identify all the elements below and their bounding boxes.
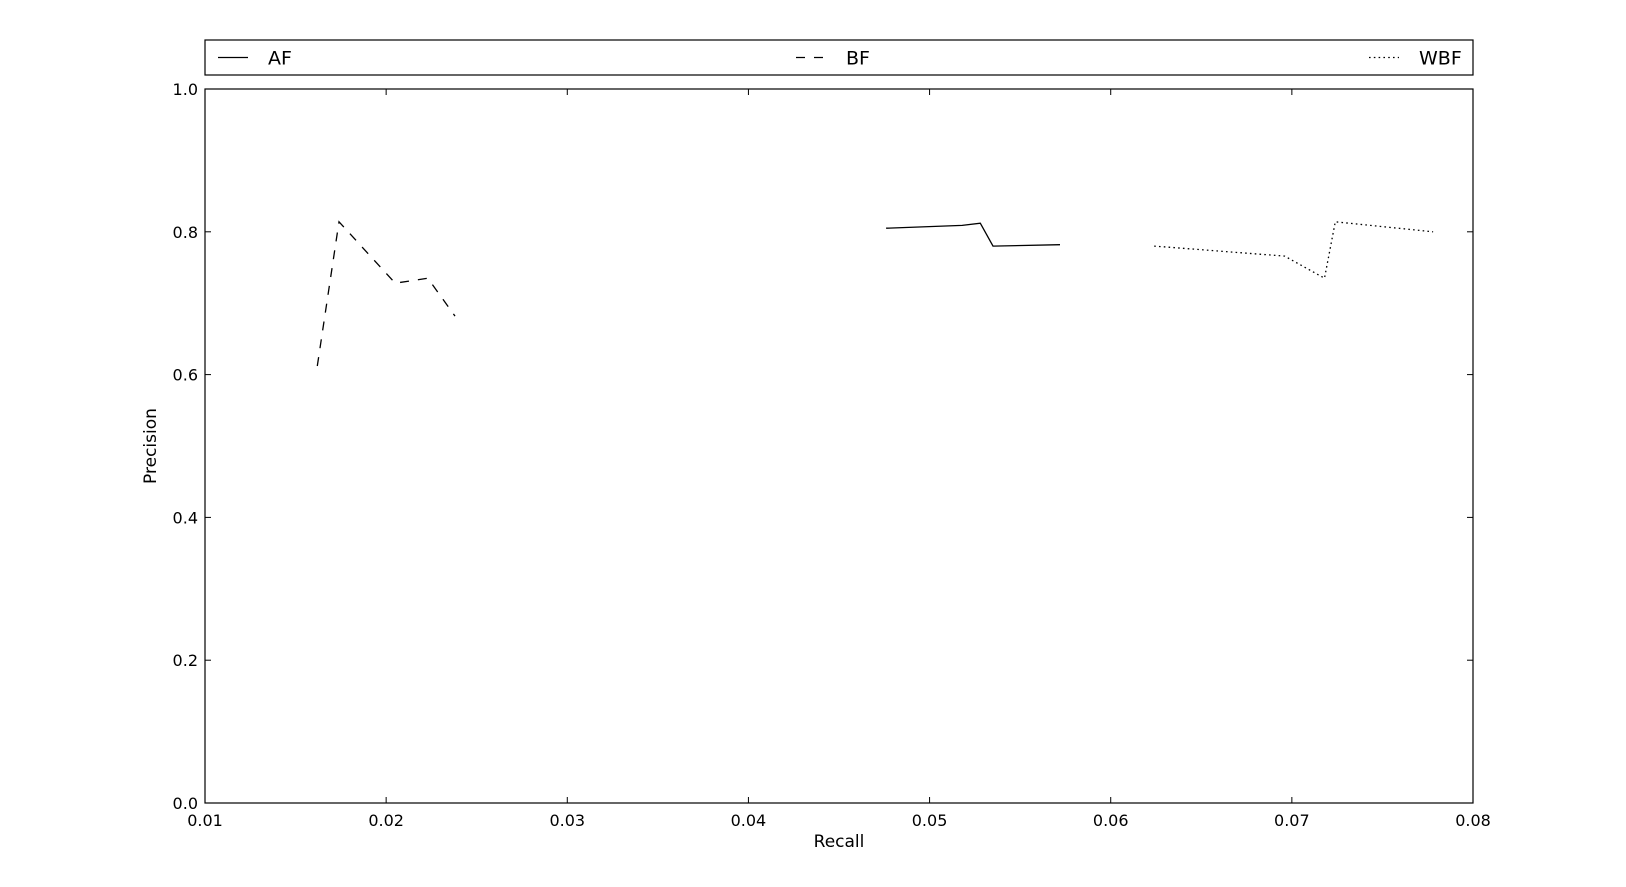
legend-label-af: AF bbox=[268, 48, 292, 70]
x-tick-label: 0.08 bbox=[1455, 811, 1491, 830]
series-lines bbox=[316, 220, 1434, 367]
y-axis-ticks: 0.0 0.2 0.4 0.6 0.8 1.0 bbox=[173, 80, 1473, 813]
x-axis-label: Recall bbox=[814, 832, 865, 852]
x-tick-label: 0.03 bbox=[549, 811, 585, 830]
x-tick-label: 0.04 bbox=[731, 811, 767, 830]
y-tick-label: 0.8 bbox=[173, 223, 198, 242]
y-tick-label: 1.0 bbox=[173, 80, 198, 99]
y-tick-label: 0.4 bbox=[173, 508, 198, 527]
series-line-wbf bbox=[1154, 221, 1434, 280]
x-tick-label: 0.01 bbox=[187, 811, 223, 830]
legend-box bbox=[204, 39, 1474, 76]
x-tick-label: 0.02 bbox=[368, 811, 404, 830]
y-axis-label: Precision bbox=[141, 408, 161, 484]
legend-label-wbf: WBF bbox=[1419, 48, 1462, 70]
y-tick-label: 0.2 bbox=[173, 651, 198, 670]
series-line-bf bbox=[316, 220, 456, 367]
y-tick-label: 0.0 bbox=[173, 794, 198, 813]
legend-label-bf: BF bbox=[846, 48, 870, 70]
x-axis-ticks: 0.01 0.02 0.03 0.04 0.05 0.06 0.07 0.08 bbox=[187, 89, 1491, 830]
plot-area bbox=[204, 88, 1474, 804]
series-line-af bbox=[886, 222, 1061, 247]
legend: AF BF WBF bbox=[204, 39, 1474, 76]
x-tick-label: 0.05 bbox=[912, 811, 948, 830]
x-tick-label: 0.07 bbox=[1274, 811, 1310, 830]
y-tick-label: 0.6 bbox=[173, 366, 198, 385]
x-tick-label: 0.06 bbox=[1093, 811, 1129, 830]
